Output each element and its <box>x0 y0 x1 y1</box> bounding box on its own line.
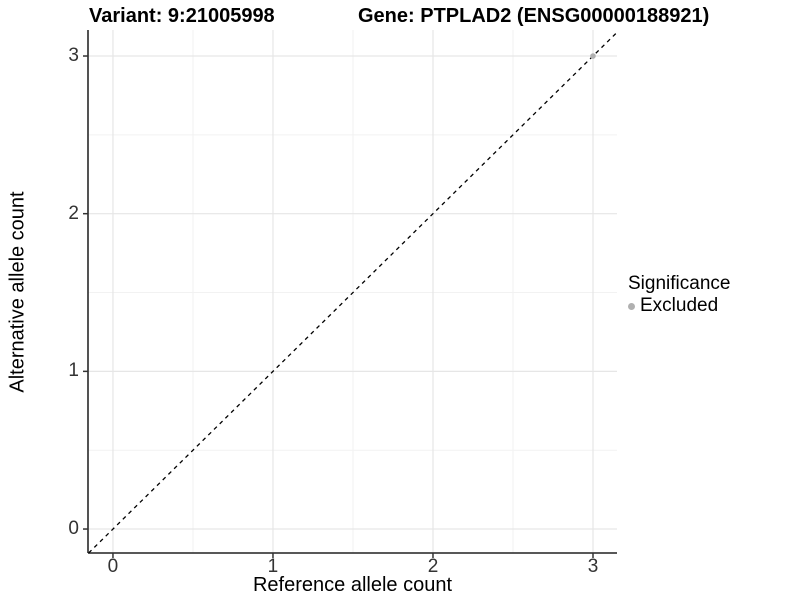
y-tick-label: 2 <box>68 202 79 224</box>
legend-point-icon <box>628 302 635 310</box>
x-axis-label: Reference allele count <box>252 574 452 596</box>
y-tick-label: 0 <box>68 518 79 540</box>
plot-title-variant: Variant: 9:21005998 <box>89 5 275 27</box>
y-tick-label: 1 <box>68 360 79 382</box>
legend: Significance Excluded <box>628 273 730 317</box>
y-axis-label: Alternative allele count <box>6 191 29 393</box>
legend-entry-label: Excluded <box>640 295 719 316</box>
plot-title-gene: Gene: PTPLAD2 (ENSG00000188921) <box>358 5 710 27</box>
legend-entry-excluded: Excluded <box>628 295 730 317</box>
x-tick-label: 1 <box>267 556 279 577</box>
y-tick-label: 3 <box>68 45 79 67</box>
x-tick-label: 0 <box>107 556 119 577</box>
identity-dashed-line <box>88 31 618 554</box>
data-point <box>590 53 596 59</box>
x-tick-label: 2 <box>427 556 439 577</box>
legend-title: Significance <box>628 273 731 294</box>
x-tick-label: 3 <box>587 556 599 577</box>
